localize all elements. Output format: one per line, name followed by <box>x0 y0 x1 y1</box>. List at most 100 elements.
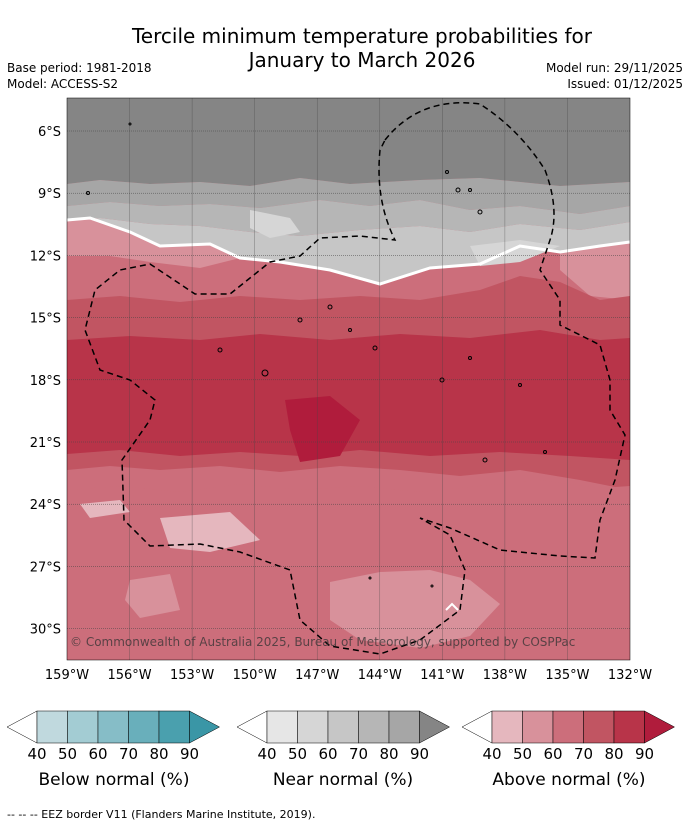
colorbar-above <box>461 710 676 744</box>
colorbar-near-title: Near normal (%) <box>272 770 414 790</box>
island <box>86 191 90 195</box>
longitude-labels: 159°W 156°W 153°W 150°W 147°W 144°W 141°W 138°W… <box>45 668 652 683</box>
island <box>297 317 303 323</box>
colorbar-below-title: Below normal (%) <box>38 770 190 790</box>
colorbar-tick-label: 90 <box>634 745 655 763</box>
colorbar-tick-label: 50 <box>287 745 308 763</box>
near-normal-70 <box>67 200 630 236</box>
colorbar-tick-label: 90 <box>179 745 200 763</box>
lat-label: 24°S <box>30 498 61 513</box>
colorbar-high-arrow <box>419 710 451 744</box>
colorbar-segment <box>97 710 129 744</box>
near-normal-50-patch <box>250 210 300 238</box>
island <box>543 450 547 454</box>
colorbar-tick-label: 80 <box>379 745 399 763</box>
colorbar-tick-label: 60 <box>88 745 108 763</box>
colorbar-low-arrow <box>6 710 38 744</box>
island <box>518 383 522 387</box>
colorbar-tick-label: 40 <box>257 745 277 763</box>
meta-right: Model run: 29/11/2025 Issued: 01/12/2025 <box>546 60 683 92</box>
colorbar-low-arrow <box>236 710 268 744</box>
above-normal-50-sw <box>125 574 180 618</box>
colorbar-tick-label: 50 <box>512 745 533 763</box>
gridlines <box>67 98 630 660</box>
near-normal-90 <box>67 98 630 186</box>
island <box>430 584 434 588</box>
above-normal-60-south <box>67 480 630 660</box>
colorbar-segment <box>522 710 554 744</box>
lat-label: 30°S <box>30 623 61 638</box>
above-normal-40-west <box>80 500 130 518</box>
above-normal-80-band <box>67 330 630 460</box>
colorbar-segment <box>128 710 160 744</box>
colorbar-segment <box>552 710 584 744</box>
above-normal-50-patch-east <box>560 242 630 300</box>
lon-label: 132°W <box>608 668 652 683</box>
colorbar-segment <box>388 710 420 744</box>
island <box>445 602 459 611</box>
lat-label: 9°S <box>38 187 61 202</box>
colorbar-segment <box>327 710 359 744</box>
colorbar-tick-label: 90 <box>409 745 430 763</box>
near-normal-80 <box>67 178 630 214</box>
title-line-1: Tercile minimum temperature probabilitie… <box>131 24 593 48</box>
island <box>482 457 488 463</box>
colorbar-tick-label: 40 <box>27 745 47 763</box>
lon-label: 150°W <box>233 668 277 683</box>
colorbar-near <box>236 710 451 744</box>
colorbar-segment <box>358 710 390 744</box>
lon-label: 144°W <box>358 668 402 683</box>
colorbar-above-title: Above normal (%) <box>492 770 646 790</box>
copyright-notice: © Commonwealth of Australia 2025, Bureau… <box>70 635 575 649</box>
colorbar-tick-label: 80 <box>604 745 624 763</box>
colorbar-segment <box>266 710 298 744</box>
colorbar-segment <box>583 710 615 744</box>
base-period: Base period: 1981-2018 <box>7 61 152 75</box>
island <box>372 345 378 351</box>
colorbar-tick-label: 70 <box>573 745 594 763</box>
colorbar-segment <box>36 710 68 744</box>
issued-date: Issued: 01/12/2025 <box>567 77 683 91</box>
above-normal-40-patch <box>160 512 260 552</box>
island <box>468 188 472 192</box>
colorbar-tick-label: 60 <box>543 745 563 763</box>
island <box>439 377 445 383</box>
island <box>445 170 449 174</box>
lon-label: 141°W <box>420 668 464 683</box>
near-normal-60 <box>67 218 630 284</box>
islands <box>86 122 547 611</box>
lat-label: 15°S <box>30 312 61 327</box>
island <box>128 122 132 126</box>
eez-borders <box>84 102 626 655</box>
lon-label: 153°W <box>170 668 214 683</box>
island <box>468 356 472 360</box>
map-frame <box>66 97 631 661</box>
island <box>477 209 483 215</box>
colorbar-tick-label: 70 <box>118 745 139 763</box>
above-normal-90-patch <box>285 396 360 462</box>
lat-label: 18°S <box>30 374 61 389</box>
island <box>368 576 372 580</box>
island <box>327 304 333 310</box>
colorbar-tick-label: 40 <box>482 745 502 763</box>
lat-label: 12°S <box>30 249 61 264</box>
lon-label: 156°W <box>107 668 151 683</box>
colorbar-tick-label: 50 <box>57 745 78 763</box>
island <box>217 347 223 353</box>
island <box>455 187 461 193</box>
lon-label: 135°W <box>545 668 589 683</box>
map-title: Tercile minimum temperature probabilitie… <box>0 24 690 72</box>
colorbar-tick-label: 60 <box>318 745 338 763</box>
colorbar-segment <box>613 710 645 744</box>
colorbar-high-arrow <box>644 710 676 744</box>
lat-label: 27°S <box>30 560 61 575</box>
island <box>348 328 352 332</box>
colorbar-segment <box>491 710 523 744</box>
eez-border-line <box>84 102 626 655</box>
map-fields <box>67 98 630 660</box>
colorbar-segment <box>67 710 99 744</box>
lon-label: 159°W <box>45 668 89 683</box>
lat-label: 21°S <box>30 436 61 451</box>
colorbar-segment <box>297 710 329 744</box>
probability-map: 6°S 9°S 12°S 15°S 18°S 21°S 24°S 27°S 30°S 159°W… <box>30 97 652 683</box>
